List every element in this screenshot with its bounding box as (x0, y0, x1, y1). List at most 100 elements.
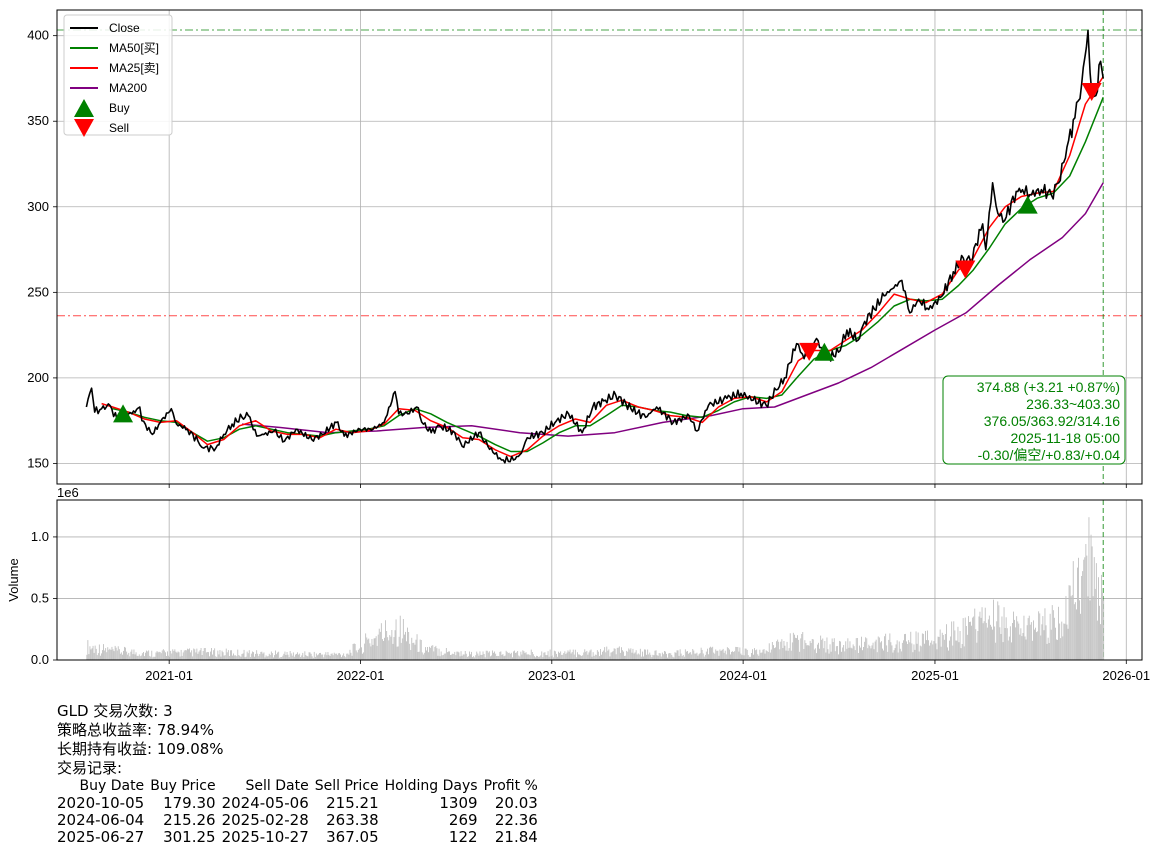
volume-bar (758, 655, 760, 660)
volume-bar (704, 654, 706, 660)
volume-bar (115, 647, 117, 660)
volume-bar (337, 653, 339, 660)
volume-bar (844, 651, 846, 660)
volume-bar (883, 650, 884, 660)
volume-bar (788, 648, 790, 660)
volume-bar (159, 652, 161, 660)
volume-bar (668, 653, 670, 660)
volume-bar (840, 641, 841, 660)
volume-bar (331, 653, 333, 660)
volume-bar (531, 652, 533, 660)
volume-bar (962, 618, 964, 660)
volume-bar (415, 639, 417, 660)
volume-bar (441, 655, 443, 660)
volume-bar (375, 636, 377, 660)
volume-bar (1078, 557, 1079, 660)
volume-bar (301, 655, 303, 660)
volume-bar (936, 649, 938, 660)
volume-bar (348, 654, 350, 660)
volume-bar (461, 655, 463, 660)
volume-bar (868, 644, 870, 660)
volume-bar (779, 649, 781, 660)
volume-bar (556, 653, 557, 660)
volume-bar (698, 654, 700, 660)
volume-bar (927, 630, 928, 660)
volume-bar (822, 638, 824, 660)
volume-bar (914, 649, 916, 660)
volume-bar (421, 652, 423, 660)
volume-bar (116, 650, 118, 660)
volume-bar (165, 652, 166, 660)
volume-bar (305, 655, 307, 660)
volume-bar (748, 656, 750, 660)
volume-bar (700, 647, 702, 660)
volume-bar (179, 656, 181, 660)
volume-bar (813, 649, 815, 660)
volume-bar (189, 648, 190, 660)
holding-days: 269 (448, 811, 478, 829)
volume-bar (684, 649, 686, 660)
volume-bar (761, 652, 763, 660)
volume-bar (438, 648, 440, 660)
volume-bar (890, 642, 892, 660)
volume-bar (510, 652, 512, 660)
volume-bar (972, 617, 974, 660)
volume-bar (525, 652, 527, 660)
volume-bar (983, 621, 985, 660)
legend-marker (74, 99, 94, 117)
volume-bar (98, 644, 100, 660)
volume-bar (912, 652, 914, 660)
volume-bar (780, 641, 782, 660)
volume-bar (824, 641, 826, 660)
volume-bar (836, 646, 838, 660)
volume-bar (924, 643, 925, 660)
volume-bar (1016, 616, 1018, 660)
volume-bar (325, 652, 327, 660)
volume-bar (766, 651, 768, 660)
volume-bar (372, 644, 374, 660)
volume-bar (295, 654, 296, 660)
volume-bar (174, 649, 176, 660)
volume-bar (984, 607, 986, 660)
volume-bar (476, 651, 478, 660)
buy-marker (814, 342, 835, 361)
volume-bar (1022, 633, 1024, 660)
volume-bar (825, 652, 827, 660)
volume-bar (420, 640, 422, 660)
volume-bar (304, 651, 306, 660)
trade-count-line: GLD 交易次数: 3 (57, 702, 173, 720)
volume-bar (905, 633, 906, 660)
volume-bar (194, 649, 196, 660)
volume-bar (299, 653, 301, 660)
volume-bar (394, 630, 396, 660)
price-y-tick-label: 200 (27, 370, 49, 385)
volume-bar (577, 652, 578, 660)
volume-bar (456, 651, 458, 660)
volume-bar (478, 655, 480, 660)
volume-bar (404, 634, 405, 660)
volume-bar (687, 651, 688, 660)
volume-bar (711, 647, 712, 660)
volume-bar (929, 645, 931, 660)
volume-bar (195, 652, 197, 660)
volume-bar (810, 643, 812, 660)
volume-bar (378, 628, 380, 660)
volume-bar (361, 647, 362, 660)
volume-bar (667, 657, 668, 660)
volume-bar (990, 624, 991, 660)
legend-label: Sell (109, 121, 129, 135)
volume-bar (940, 646, 942, 660)
volume-bar (804, 640, 806, 660)
volume-bar (483, 654, 485, 660)
volume-bar (1093, 557, 1095, 660)
volume-bar (440, 651, 442, 660)
volume-bar (211, 648, 212, 660)
volume-bar (917, 632, 919, 660)
sell-marker (1081, 83, 1102, 102)
volume-bar (123, 650, 124, 660)
volume-bar (874, 641, 876, 660)
volume-bar (201, 655, 203, 660)
volume-bar (169, 656, 171, 660)
volume-bar (756, 649, 758, 660)
volume-bar (651, 657, 653, 660)
